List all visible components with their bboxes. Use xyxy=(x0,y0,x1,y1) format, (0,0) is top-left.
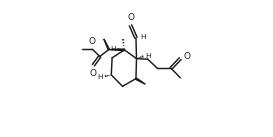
Text: O: O xyxy=(183,52,190,62)
Text: O: O xyxy=(89,69,96,78)
Polygon shape xyxy=(104,39,109,50)
Text: H: H xyxy=(110,46,116,52)
Polygon shape xyxy=(136,78,146,84)
Text: O: O xyxy=(127,12,134,22)
Polygon shape xyxy=(109,49,124,51)
Text: H: H xyxy=(141,34,146,40)
Text: H: H xyxy=(97,74,103,80)
Text: H: H xyxy=(146,53,151,59)
Text: O: O xyxy=(89,37,96,46)
